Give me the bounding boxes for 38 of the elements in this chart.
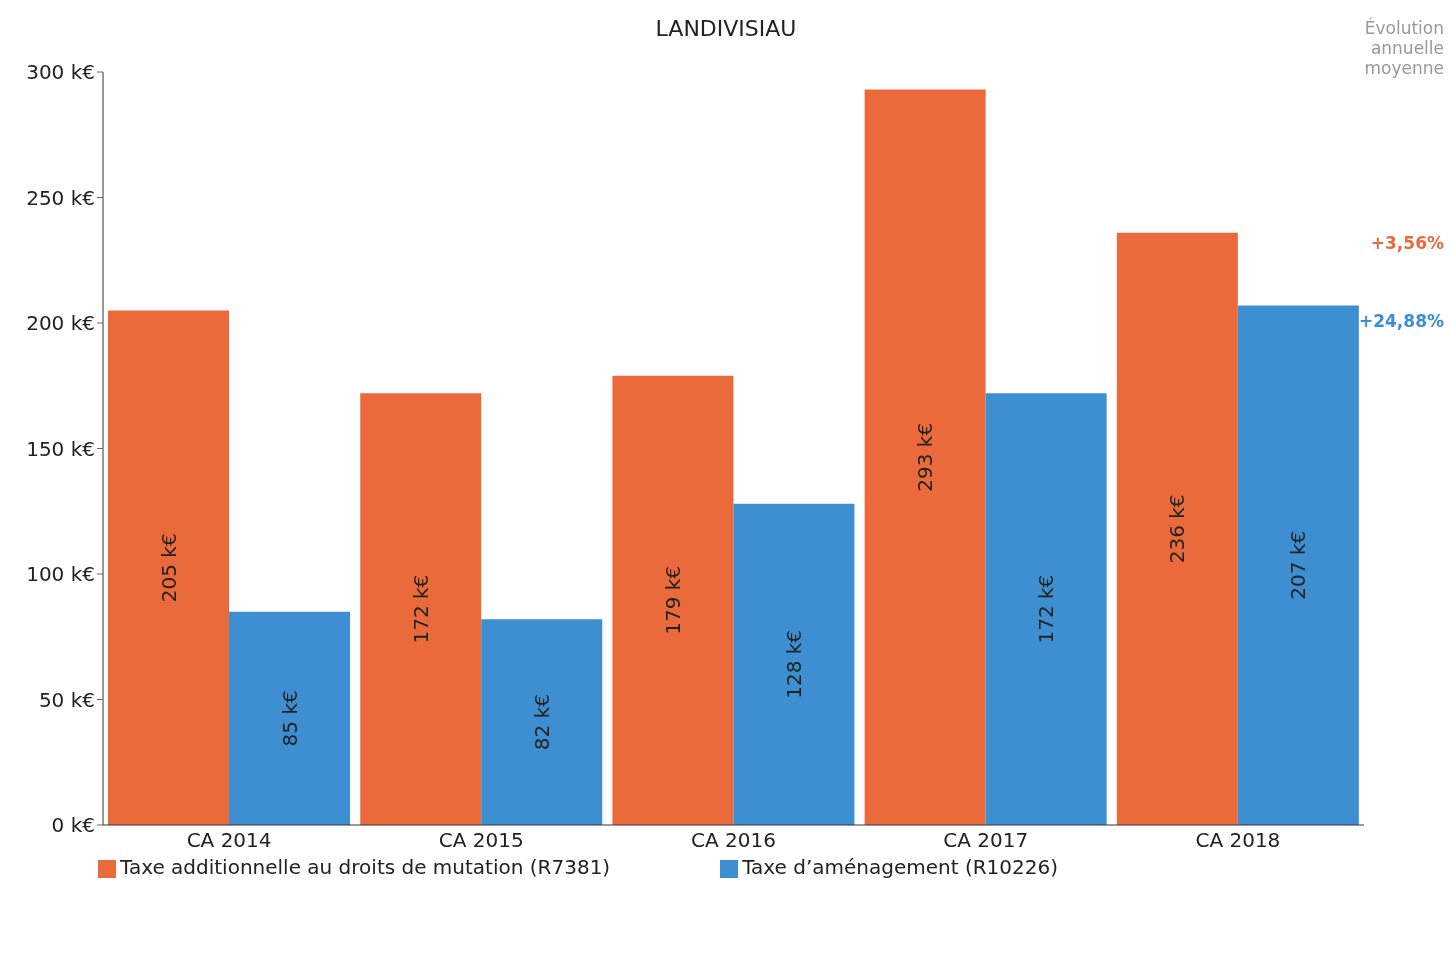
bar (985, 393, 1107, 825)
x-tick-label: CA 2015 (438, 828, 524, 853)
chart-title: LANDIVISIAU (655, 16, 797, 41)
x-tick-label: CA 2017 (943, 828, 1029, 853)
data-label: 172 k€ (408, 574, 433, 644)
bar (733, 503, 855, 825)
y-tick-label: 250 k€ (26, 185, 95, 210)
bar (360, 393, 482, 825)
bar (229, 611, 351, 825)
data-label: 293 k€ (913, 422, 938, 492)
y-tick-label: 300 k€ (26, 60, 95, 85)
y-tick-label: 150 k€ (26, 436, 95, 461)
text: Évolution annuelle moyenne (1363, 18, 1444, 78)
y-tick-label: 200 k€ (26, 311, 95, 336)
bar (864, 89, 986, 825)
x-tick-label: CA 2018 (1195, 828, 1281, 853)
y-tick-label: 50 k€ (38, 687, 95, 712)
x-tick-label: CA 2016 (691, 828, 776, 853)
bar (1116, 232, 1238, 825)
data-label: 207 k€ (1286, 530, 1311, 600)
data-label: 172 k€ (1034, 574, 1059, 644)
bar (481, 619, 603, 825)
text: +3,56% (1370, 233, 1444, 253)
bar (1237, 305, 1359, 825)
annotation: +24,88% (1358, 311, 1444, 331)
bar (612, 375, 734, 825)
data-label: 128 k€ (781, 629, 806, 699)
data-label: 179 k€ (660, 565, 685, 635)
legend-label: Taxe d’aménagement (R10226) (742, 855, 1059, 879)
y-tick-label: 100 k€ (26, 562, 95, 587)
bar (108, 310, 230, 825)
data-label: 205 k€ (156, 533, 181, 603)
legend-label: Taxe additionnelle au droits de mutation (R7381) (120, 855, 611, 879)
y-tick-label: 0 k€ (51, 813, 95, 838)
data-label: 236 k€ (1165, 494, 1190, 564)
x-tick-label: CA 2014 (186, 828, 272, 853)
data-label: 82 k€ (529, 694, 554, 751)
data-label: 85 k€ (277, 690, 302, 747)
